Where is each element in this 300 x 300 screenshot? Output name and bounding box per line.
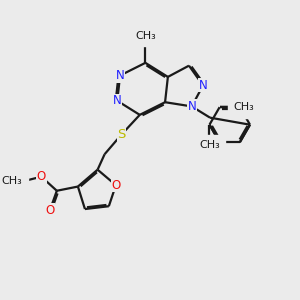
Text: N: N: [188, 100, 196, 113]
Text: CH₃: CH₃: [2, 176, 22, 186]
Text: N: N: [199, 79, 207, 92]
Text: CH₃: CH₃: [135, 31, 156, 41]
Text: CH₃: CH₃: [199, 140, 220, 150]
Text: S: S: [117, 128, 126, 141]
Text: N: N: [116, 69, 124, 82]
Text: O: O: [111, 178, 121, 192]
Text: N: N: [113, 94, 122, 107]
Text: O: O: [45, 204, 54, 217]
Text: O: O: [37, 170, 46, 183]
Text: CH₃: CH₃: [233, 102, 254, 112]
